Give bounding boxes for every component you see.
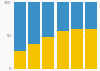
Bar <box>28 2 40 44</box>
Bar <box>14 51 26 69</box>
Bar <box>85 2 97 29</box>
Bar <box>28 44 40 69</box>
Bar <box>85 29 97 69</box>
Bar <box>57 2 69 32</box>
Bar <box>42 37 54 69</box>
Bar <box>57 32 69 69</box>
Bar <box>71 2 83 29</box>
Bar <box>14 2 26 51</box>
Bar <box>71 29 83 69</box>
Bar <box>42 2 54 37</box>
